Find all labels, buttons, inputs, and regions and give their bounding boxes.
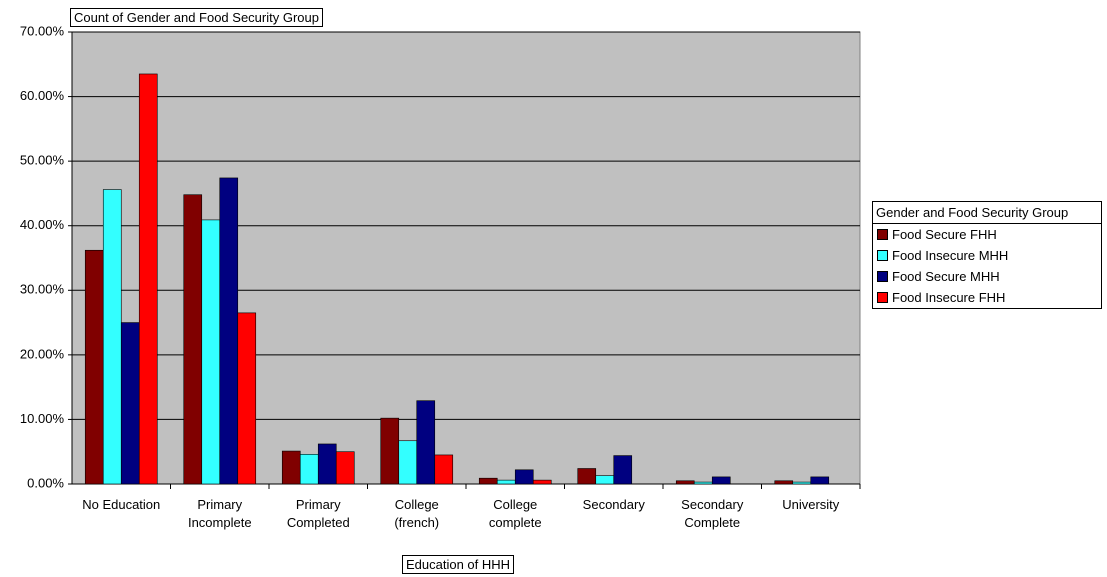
bar <box>711 476 731 485</box>
bar <box>335 451 355 485</box>
bar <box>299 453 319 485</box>
x-tick-label: Secondary Complete <box>681 497 744 530</box>
legend-label: Food Secure FHH <box>892 227 997 242</box>
chart-title: Count of Gender and Food Security Group <box>70 8 323 27</box>
legend-swatch <box>877 250 888 261</box>
bar <box>138 73 158 485</box>
y-tick-label: 0.00% <box>27 475 64 490</box>
x-tick-label: No Education <box>82 497 161 512</box>
legend-item: Food Insecure FHH <box>873 287 1101 308</box>
bar <box>120 322 140 485</box>
bar <box>237 312 257 485</box>
bar <box>219 177 239 485</box>
bar <box>102 189 122 485</box>
bar <box>201 219 221 485</box>
bar <box>496 479 516 485</box>
x-tick-label: College (french) <box>394 497 440 530</box>
legend-label: Food Insecure FHH <box>892 290 1006 305</box>
bar <box>380 417 400 485</box>
legend-label: Food Insecure MHH <box>892 248 1009 263</box>
bar <box>595 475 615 485</box>
y-tick-label: 40.00% <box>20 217 65 232</box>
x-tick-label: Secondary <box>582 497 645 512</box>
y-tick-label: 50.00% <box>20 153 65 168</box>
legend-title: Gender and Food Security Group <box>873 202 1101 224</box>
bar <box>398 440 418 485</box>
bar <box>577 468 597 485</box>
bar <box>317 443 337 485</box>
x-tick-label: College complete <box>488 497 542 530</box>
bar <box>810 476 830 485</box>
legend-swatch <box>877 292 888 303</box>
y-tick-label: 10.00% <box>20 411 65 426</box>
legend-item: Food Secure MHH <box>873 266 1101 287</box>
y-tick-label: 20.00% <box>20 346 65 361</box>
bar <box>693 481 713 485</box>
bar <box>613 455 633 485</box>
legend-swatch <box>877 271 888 282</box>
x-tick-label: Primary Incomplete <box>187 497 252 530</box>
x-axis-label: Education of HHH <box>402 555 515 574</box>
legend-swatch <box>877 229 888 240</box>
bar <box>792 481 812 485</box>
y-tick-label: 70.00% <box>20 23 65 38</box>
bar <box>183 194 203 485</box>
x-tick-label: Primary Completed <box>286 497 350 530</box>
bar <box>84 249 104 485</box>
x-tick-label: University <box>782 497 840 512</box>
legend: Gender and Food Security Group Food Secu… <box>872 201 1102 309</box>
bar <box>281 450 301 485</box>
legend-item: Food Secure FHH <box>873 224 1101 245</box>
bar <box>478 477 498 485</box>
legend-label: Food Secure MHH <box>892 269 1000 284</box>
bar <box>532 479 552 485</box>
y-tick-label: 60.00% <box>20 88 65 103</box>
legend-item: Food Insecure MHH <box>873 245 1101 266</box>
bar <box>416 400 436 485</box>
bar <box>434 454 454 485</box>
bar <box>774 480 794 485</box>
y-tick-label: 30.00% <box>20 282 65 297</box>
bar <box>675 480 695 485</box>
bar <box>514 469 534 485</box>
